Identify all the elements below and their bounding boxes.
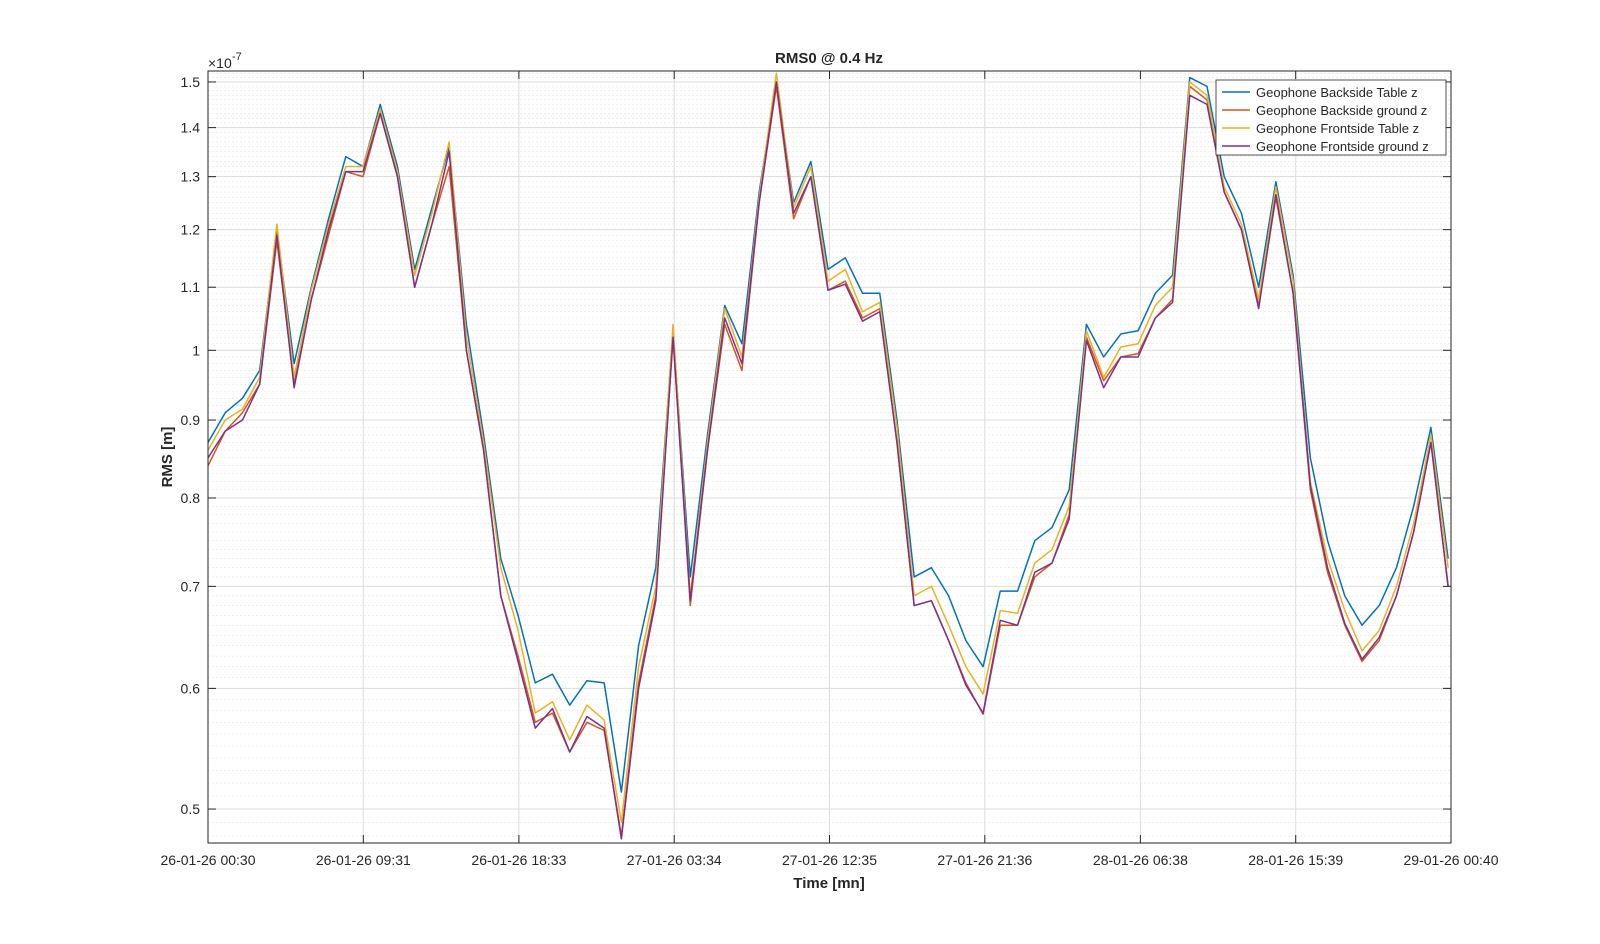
x-tick-label: 29-01-26 00:40	[1404, 852, 1499, 868]
legend-box	[1215, 79, 1447, 156]
y-axis-title: RMS [m]	[159, 427, 176, 488]
y-tick-label: 0.9	[181, 412, 201, 428]
major-grid	[207, 71, 1452, 843]
series-line	[207, 72, 1449, 824]
series-line	[207, 76, 1449, 793]
x-tick-label: 28-01-26 15:39	[1248, 852, 1343, 868]
series-lines	[207, 72, 1449, 840]
legend-label: Geophone Backside ground z	[1256, 103, 1427, 118]
x-tick-label: 27-01-26 03:34	[627, 852, 722, 868]
legend-label: Geophone Frontside Table z	[1256, 121, 1419, 136]
x-tick-label: 27-01-26 21:36	[937, 852, 1032, 868]
y-tick-label: 1.4	[181, 120, 201, 136]
x-tick-label: 26-01-26 09:31	[316, 852, 411, 868]
y-tick-label: 1.3	[181, 169, 201, 185]
chart-title: RMS0 @ 0.4 Hz	[775, 50, 883, 67]
x-tick-label: 26-01-26 18:33	[471, 852, 566, 868]
y-tick-label: 1.5	[181, 74, 201, 90]
y-exponent-power: -7	[232, 51, 242, 63]
x-axis-title: Time [mn]	[793, 875, 864, 892]
legend-label: Geophone Backside Table z	[1256, 85, 1418, 100]
y-tick-label: 0.6	[181, 680, 201, 696]
y-tick-label: 0.5	[181, 801, 201, 817]
y-tick-label: 1	[192, 342, 200, 358]
x-tick-label: 27-01-26 12:35	[782, 852, 877, 868]
y-tick-label: 1.2	[181, 222, 201, 238]
y-exponent-base: ×10	[208, 55, 232, 71]
y-tick-label: 0.8	[181, 490, 201, 506]
legend-label: Geophone Frontside ground z	[1256, 139, 1429, 154]
axis-ticks: 0.5 0.6 0.7 0.8 0.9 1 1.1 1.2 1.3 1.4 1.5 26-01-26 …	[161, 71, 1499, 868]
y-tick-label: 1.1	[181, 279, 201, 295]
y-tick-label: 0.7	[181, 578, 201, 594]
legend: Geophone Backside Table z Geophone Backsi…	[1215, 79, 1447, 156]
y-exponent-label: ×10 -7	[208, 51, 242, 71]
x-tick-label: 26-01-26 00:30	[161, 852, 256, 868]
x-tick-label: 28-01-26 06:38	[1093, 852, 1188, 868]
series-line	[207, 81, 1449, 840]
